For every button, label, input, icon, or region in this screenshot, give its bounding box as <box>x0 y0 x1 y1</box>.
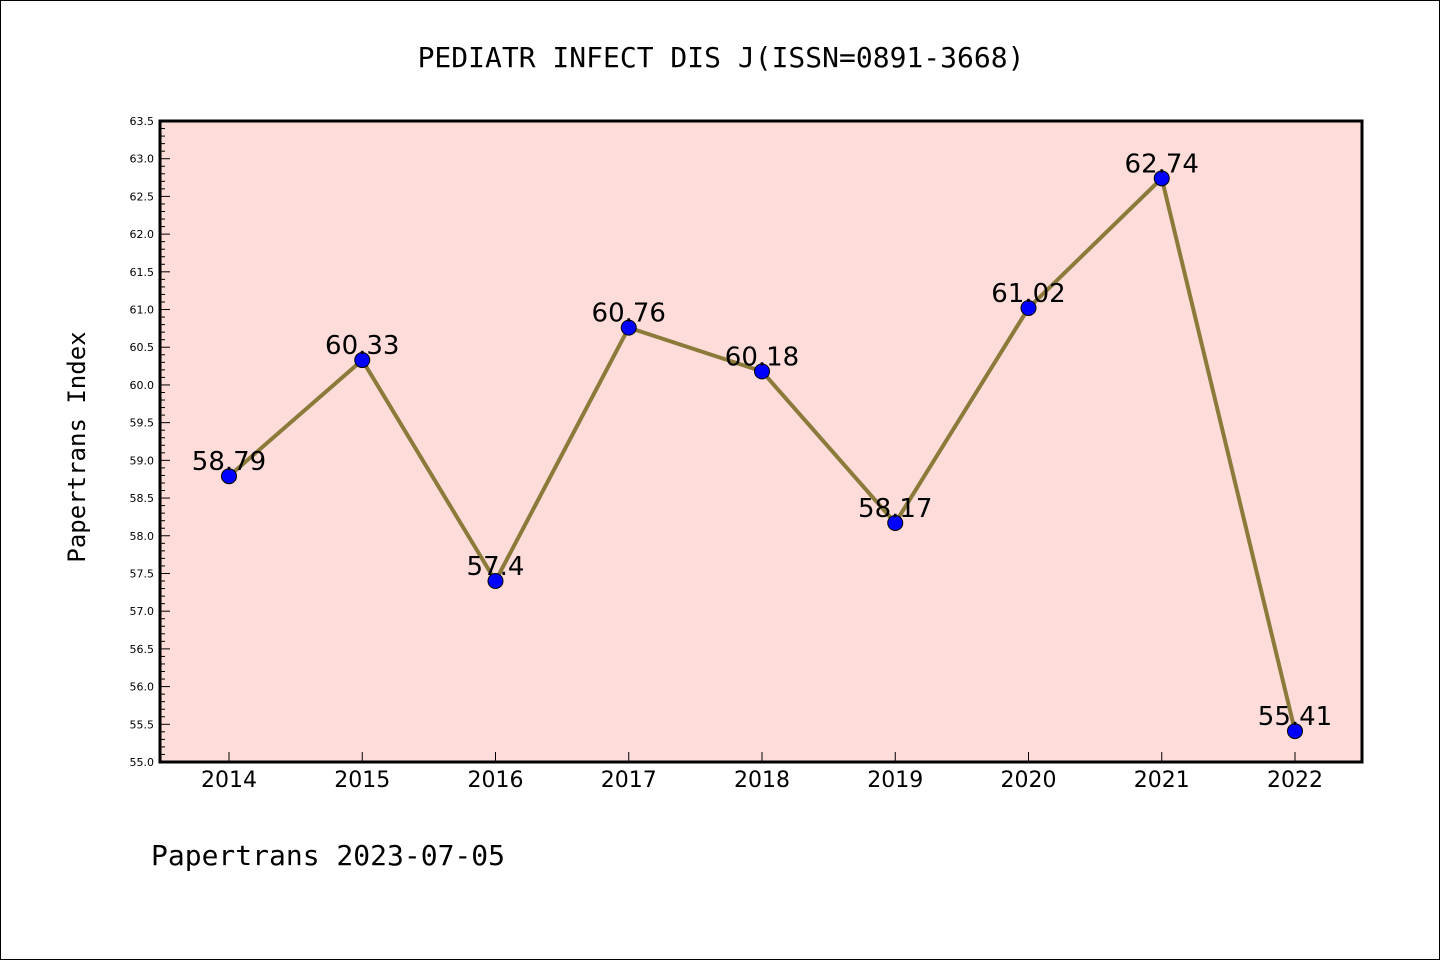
data-point <box>487 573 504 590</box>
y-tick-label: 61.0 <box>130 304 155 317</box>
y-tick-label: 55.0 <box>130 756 155 769</box>
data-point <box>354 352 371 369</box>
y-axis-label: Papertrans Index <box>63 331 91 562</box>
y-tick-label: 57.5 <box>130 567 155 580</box>
x-tick-label: 2015 <box>334 768 390 793</box>
y-tick-label: 56.0 <box>130 681 155 694</box>
y-tick-label: 59.0 <box>130 454 155 467</box>
y-tick-label: 62.5 <box>130 190 155 203</box>
y-tick-label: 59.5 <box>130 417 155 430</box>
y-tick-label: 63.5 <box>130 115 155 128</box>
x-tick-label: 2022 <box>1267 768 1323 793</box>
data-label: 62.74 <box>1125 149 1199 179</box>
data-point <box>1020 300 1037 317</box>
x-tick-label: 2021 <box>1134 768 1190 793</box>
data-point <box>887 514 904 531</box>
y-axis: 55.0 55.5 56.0 56.5 57.0 57.5 58.0 58.5 59.0 59.5… <box>130 115 170 769</box>
x-tick-label: 2014 <box>201 768 257 793</box>
y-tick-label: 60.5 <box>130 341 155 354</box>
data-label: 58.79 <box>192 447 266 477</box>
data-label: 57.4 <box>467 552 525 582</box>
x-tick-label: 2018 <box>734 768 790 793</box>
y-tick-label: 61.5 <box>130 266 155 279</box>
data-markers <box>221 170 1303 740</box>
data-label: 60.18 <box>725 342 799 372</box>
data-point <box>1287 723 1303 740</box>
data-label: 60.76 <box>592 299 666 329</box>
data-label: 61.02 <box>991 279 1065 309</box>
chart-title: PEDIATR INFECT DIS J(ISSN=0891-3668) <box>418 41 1025 74</box>
data-point <box>754 363 770 380</box>
data-point <box>221 468 237 485</box>
data-labels: 58.79 60.33 57.4 60.76 60.18 58.17 61.02 62.74 5… <box>192 149 1332 732</box>
x-tick-label: 2020 <box>1001 768 1057 793</box>
x-tick-label: 2016 <box>468 768 524 793</box>
data-label: 60.33 <box>325 331 399 361</box>
x-axis: 2014 2015 2016 2017 2018 2019 2020 2021 2022 <box>201 752 1323 793</box>
plot-area <box>158 119 1364 764</box>
data-label: 55.41 <box>1258 702 1332 732</box>
footer-text: Papertrans 2023-07-05 <box>151 839 505 872</box>
y-tick-label: 56.5 <box>130 643 155 656</box>
y-tick-label: 58.0 <box>130 530 155 543</box>
y-tick-label: 63.0 <box>130 153 155 166</box>
x-tick-label: 2019 <box>867 768 923 793</box>
data-label: 58.17 <box>858 494 932 524</box>
y-tick-label: 60.0 <box>130 379 155 392</box>
y-tick-label: 58.5 <box>130 492 155 505</box>
data-point <box>620 319 637 336</box>
y-tick-label: 57.0 <box>130 605 155 618</box>
data-point <box>1153 170 1170 187</box>
y-tick-label: 62.0 <box>130 228 155 241</box>
x-tick-label: 2017 <box>601 768 657 793</box>
y-tick-label: 55.5 <box>130 718 155 731</box>
